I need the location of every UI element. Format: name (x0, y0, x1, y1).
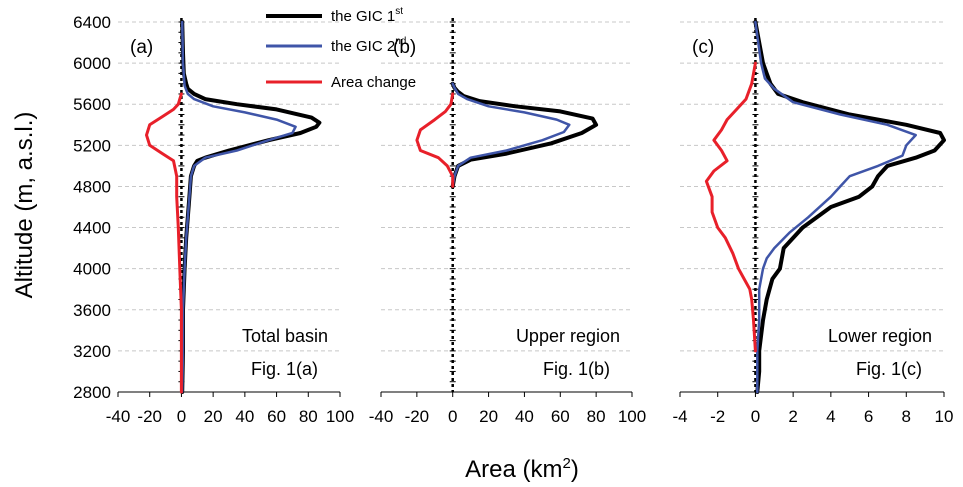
x-tick-label: 60 (551, 407, 570, 426)
x-tick-label: -20 (405, 407, 430, 426)
legend-label-gic1-sup: st (395, 6, 403, 17)
y-tick-label: 4000 (73, 260, 111, 279)
legend-label-gic2-main: the GIC 2 (331, 38, 395, 55)
x-axis-title-close: ) (571, 456, 579, 483)
axes (117, 18, 945, 397)
x-tick-label: 80 (299, 407, 318, 426)
x-tick-label: 100 (618, 407, 646, 426)
series-line-change (704, 61, 757, 353)
x-axis-title: Area (km2) (465, 455, 579, 483)
series-line-change (415, 92, 455, 188)
legend-label-gic1: the GIC 1st (331, 6, 403, 25)
series-line-gic2 (451, 82, 571, 188)
y-tick-label: 3600 (73, 301, 111, 320)
region-label: Upper region (516, 326, 620, 346)
x-tick-label: -2 (710, 407, 725, 426)
y-tick-label: 6000 (73, 54, 111, 73)
legend-label-gic1-main: the GIC 1 (331, 8, 395, 25)
x-tick-label: 100 (326, 407, 354, 426)
x-tick-label: 40 (515, 407, 534, 426)
x-tick-label: 2 (788, 407, 797, 426)
x-tick-label: 0 (177, 407, 186, 426)
legend-label-change: Area change (331, 74, 416, 91)
series-line-gic2 (754, 20, 917, 394)
series-line-change (145, 92, 183, 394)
x-tick-label: 0 (448, 407, 457, 426)
x-tick-label: -40 (106, 407, 131, 426)
figure-label: Fig. 1(a) (251, 359, 318, 379)
legend: the GIC 1st the GIC 2nd Area change (266, 6, 416, 91)
y-tick-label: 5600 (73, 95, 111, 114)
x-tick-label: 80 (587, 407, 606, 426)
panel-letter: (c) (692, 37, 714, 58)
x-tick-label: -4 (672, 407, 687, 426)
series-line-gic1 (450, 81, 599, 189)
x-tick-label: 4 (826, 407, 835, 426)
legend-label-gic2: the GIC 2nd (331, 36, 406, 55)
series-line-gic2 (180, 20, 297, 394)
panel-letter: (b) (393, 37, 416, 58)
x-tick-label: 0 (751, 407, 760, 426)
tick-labels: 6400600056005200480044004000360032002800… (73, 13, 953, 426)
figure-label: Fig. 1(b) (543, 359, 610, 379)
y-tick-label: 4400 (73, 219, 111, 238)
x-tick-label: -20 (137, 407, 162, 426)
y-tick-label: 4800 (73, 177, 111, 196)
series-lines (145, 20, 946, 394)
x-tick-label: 8 (902, 407, 911, 426)
y-axis-title: Altitude (m, a.s.l.) (11, 112, 38, 299)
x-axis-title-main: Area (km (465, 456, 562, 483)
panel-letter: (a) (130, 37, 153, 58)
x-tick-label: 10 (935, 407, 954, 426)
y-tick-label: 3200 (73, 342, 111, 361)
x-tick-label: 40 (235, 407, 254, 426)
x-tick-label: 20 (204, 407, 223, 426)
x-tick-label: 20 (479, 407, 498, 426)
region-label: Lower region (828, 326, 932, 346)
x-tick-label: 6 (864, 407, 873, 426)
y-tick-label: 6400 (73, 13, 111, 32)
gridlines (118, 21, 944, 352)
x-tick-label: -40 (369, 407, 394, 426)
legend-label-gic2-sup: nd (395, 36, 406, 47)
figure-label: Fig. 1(c) (856, 359, 922, 379)
y-tick-label: 2800 (73, 383, 111, 402)
x-axis-title-sup: 2 (563, 455, 571, 472)
region-label: Total basin (242, 326, 328, 346)
x-tick-label: 60 (267, 407, 286, 426)
y-tick-label: 5200 (73, 136, 111, 155)
